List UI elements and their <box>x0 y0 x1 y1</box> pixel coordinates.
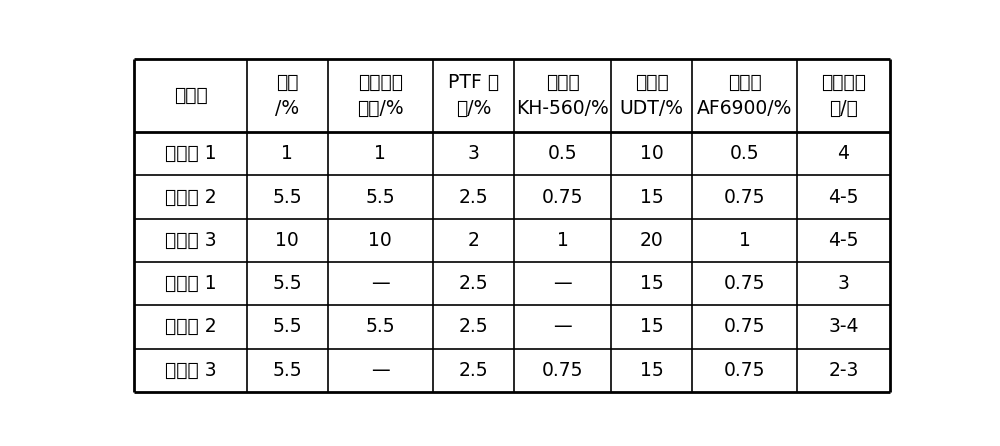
Text: 对比例 3: 对比例 3 <box>165 361 216 380</box>
Text: —: — <box>553 274 572 293</box>
Text: 0.75: 0.75 <box>724 318 765 336</box>
Text: 0.75: 0.75 <box>542 188 583 206</box>
Text: 20: 20 <box>640 231 663 250</box>
Text: 15: 15 <box>640 318 663 336</box>
Text: 2: 2 <box>467 231 479 250</box>
Text: 对比例 1: 对比例 1 <box>165 274 216 293</box>
Text: 料/%: 料/% <box>456 99 491 118</box>
Text: 10: 10 <box>368 231 392 250</box>
Text: 实施例 2: 实施例 2 <box>165 188 216 206</box>
Text: 10: 10 <box>640 145 663 163</box>
Text: 1: 1 <box>739 231 751 250</box>
Text: 2.5: 2.5 <box>459 188 488 206</box>
Text: 0.75: 0.75 <box>724 361 765 380</box>
Text: 热真空牢: 热真空牢 <box>821 73 866 92</box>
Text: 1: 1 <box>281 145 293 163</box>
Text: AF6900/%: AF6900/% <box>697 99 792 118</box>
Text: 1: 1 <box>557 231 568 250</box>
Text: 5.5: 5.5 <box>366 188 395 206</box>
Text: —: — <box>371 274 390 293</box>
Text: 3-4: 3-4 <box>828 318 859 336</box>
Text: 2-3: 2-3 <box>828 361 859 380</box>
Text: 偶联剂: 偶联剂 <box>546 73 579 92</box>
Text: UDT/%: UDT/% <box>620 99 684 118</box>
Text: 交联剂: 交联剂 <box>728 73 761 92</box>
Text: 10: 10 <box>275 231 299 250</box>
Text: 15: 15 <box>640 361 663 380</box>
Text: 粘合剂: 粘合剂 <box>635 73 668 92</box>
Text: 3: 3 <box>467 145 479 163</box>
Text: 2.5: 2.5 <box>459 318 488 336</box>
Text: 5.5: 5.5 <box>273 274 302 293</box>
Text: 0.75: 0.75 <box>724 188 765 206</box>
Text: 实施例 1: 实施例 1 <box>165 145 216 163</box>
Text: 4-5: 4-5 <box>828 231 859 250</box>
Text: 度/级: 度/级 <box>829 99 858 118</box>
Text: /%: /% <box>275 99 299 118</box>
Text: 5.5: 5.5 <box>273 318 302 336</box>
Text: 0.75: 0.75 <box>724 274 765 293</box>
Text: —: — <box>371 361 390 380</box>
Text: 试验例: 试验例 <box>174 86 207 105</box>
Text: 实施例 3: 实施例 3 <box>165 231 216 250</box>
Text: 1: 1 <box>374 145 386 163</box>
Text: 0.75: 0.75 <box>542 361 583 380</box>
Text: 5.5: 5.5 <box>273 361 302 380</box>
Text: 对比例 2: 对比例 2 <box>165 318 216 336</box>
Text: 15: 15 <box>640 274 663 293</box>
Text: 3: 3 <box>837 274 849 293</box>
Text: 4: 4 <box>837 145 849 163</box>
Text: 粉体/%: 粉体/% <box>357 99 404 118</box>
Text: 2.5: 2.5 <box>459 274 488 293</box>
Text: 0.5: 0.5 <box>548 145 577 163</box>
Text: KH-560/%: KH-560/% <box>516 99 609 118</box>
Text: 5.5: 5.5 <box>273 188 302 206</box>
Text: PTF 糊: PTF 糊 <box>448 73 499 92</box>
Text: 5.5: 5.5 <box>366 318 395 336</box>
Text: 2.5: 2.5 <box>459 361 488 380</box>
Text: 颜料: 颜料 <box>276 73 299 92</box>
Text: 0.5: 0.5 <box>730 145 759 163</box>
Text: 15: 15 <box>640 188 663 206</box>
Text: 4-5: 4-5 <box>828 188 859 206</box>
Text: —: — <box>553 318 572 336</box>
Text: 羊毛纤维: 羊毛纤维 <box>358 73 403 92</box>
